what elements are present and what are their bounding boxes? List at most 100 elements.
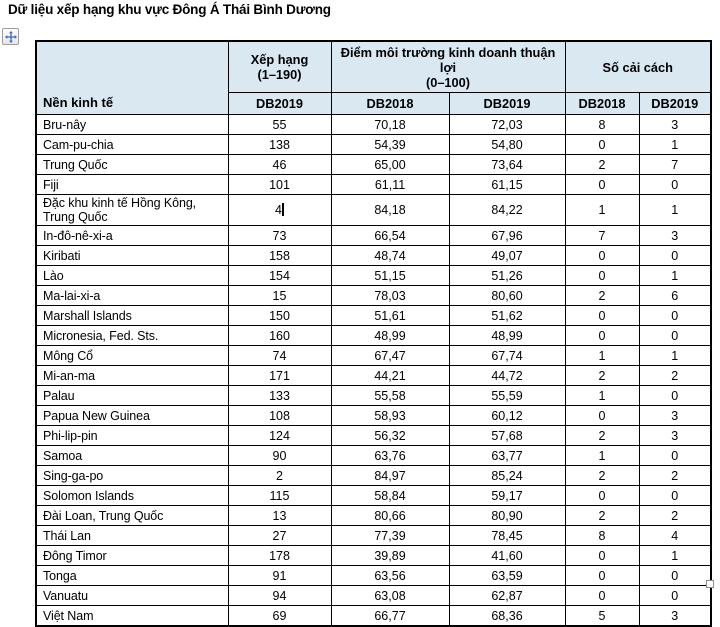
economy-cell[interactable]: Ma-lai-xi-a — [35, 285, 229, 306]
score-2019-cell[interactable]: 62,87 — [448, 585, 566, 606]
score-2018-cell[interactable]: 48,99 — [330, 325, 450, 346]
rank-cell[interactable]: 13 — [227, 505, 332, 526]
table-resize-handle[interactable] — [706, 580, 714, 588]
economy-cell[interactable]: Mông Cổ — [35, 345, 229, 366]
economy-cell[interactable]: Đông Timor — [35, 545, 229, 566]
header-reforms[interactable]: Số cải cách — [564, 40, 712, 93]
score-2019-cell[interactable]: 51,62 — [448, 305, 566, 326]
score-2019-cell[interactable]: 67,74 — [448, 345, 566, 366]
score-2018-cell[interactable]: 63,76 — [330, 445, 450, 466]
economy-cell[interactable]: Thái Lan — [35, 525, 229, 546]
score-2019-cell[interactable]: 80,90 — [448, 505, 566, 526]
score-2019-cell[interactable]: 84,22 — [448, 194, 566, 226]
score-2019-cell[interactable]: 63,77 — [448, 445, 566, 466]
economy-cell[interactable]: Việt Nam — [35, 605, 229, 627]
reforms-2019-cell[interactable]: 3 — [638, 425, 712, 446]
reforms-2019-cell[interactable]: 0 — [638, 385, 712, 406]
rank-cell[interactable]: 154 — [227, 265, 332, 286]
reforms-2019-cell[interactable]: 3 — [638, 605, 712, 627]
economy-cell[interactable]: Kiribati — [35, 245, 229, 266]
economy-cell[interactable]: Papua New Guinea — [35, 405, 229, 426]
score-2018-cell[interactable]: 63,08 — [330, 585, 450, 606]
reforms-2018-cell[interactable]: 8 — [564, 114, 640, 135]
score-2018-cell[interactable]: 63,56 — [330, 565, 450, 586]
reforms-2018-cell[interactable]: 0 — [564, 305, 640, 326]
reforms-2019-cell[interactable]: 2 — [638, 505, 712, 526]
reforms-2019-cell[interactable]: 0 — [638, 245, 712, 266]
score-2018-cell[interactable]: 54,39 — [330, 134, 450, 155]
rank-cell[interactable]: 4 — [227, 194, 332, 226]
score-2018-cell[interactable]: 78,03 — [330, 285, 450, 306]
score-2018-cell[interactable]: 65,00 — [330, 154, 450, 175]
score-2018-cell[interactable]: 66,54 — [330, 225, 450, 246]
rank-cell[interactable]: 150 — [227, 305, 332, 326]
score-2019-cell[interactable]: 80,60 — [448, 285, 566, 306]
rank-cell[interactable]: 55 — [227, 114, 332, 135]
reforms-2019-cell[interactable]: 0 — [638, 565, 712, 586]
rank-cell[interactable]: 158 — [227, 245, 332, 266]
score-2019-cell[interactable]: 49,07 — [448, 245, 566, 266]
rank-cell[interactable]: 124 — [227, 425, 332, 446]
score-2018-cell[interactable]: 44,21 — [330, 365, 450, 386]
subheader-reforms-db2019[interactable]: DB2019 — [638, 92, 712, 115]
reforms-2019-cell[interactable]: 0 — [638, 585, 712, 606]
score-2018-cell[interactable]: 84,18 — [330, 194, 450, 226]
subheader-score-db2019[interactable]: DB2019 — [448, 92, 566, 115]
score-2018-cell[interactable]: 56,32 — [330, 425, 450, 446]
score-2018-cell[interactable]: 67,47 — [330, 345, 450, 366]
rank-cell[interactable]: 46 — [227, 154, 332, 175]
reforms-2018-cell[interactable]: 0 — [564, 545, 640, 566]
economy-cell[interactable]: Đài Loan, Trung Quốc — [35, 505, 229, 526]
reforms-2019-cell[interactable]: 3 — [638, 114, 712, 135]
score-2019-cell[interactable]: 57,68 — [448, 425, 566, 446]
score-2019-cell[interactable]: 72,03 — [448, 114, 566, 135]
economy-cell[interactable]: Mi-an-ma — [35, 365, 229, 386]
score-2019-cell[interactable]: 55,59 — [448, 385, 566, 406]
reforms-2018-cell[interactable]: 7 — [564, 225, 640, 246]
score-2018-cell[interactable]: 58,93 — [330, 405, 450, 426]
rank-cell[interactable]: 138 — [227, 134, 332, 155]
reforms-2018-cell[interactable]: 1 — [564, 194, 640, 226]
reforms-2019-cell[interactable]: 4 — [638, 525, 712, 546]
score-2019-cell[interactable]: 67,96 — [448, 225, 566, 246]
score-2019-cell[interactable]: 61,15 — [448, 174, 566, 195]
reforms-2019-cell[interactable]: 1 — [638, 134, 712, 155]
score-2018-cell[interactable]: 58,84 — [330, 485, 450, 506]
economy-cell[interactable]: Marshall Islands — [35, 305, 229, 326]
reforms-2019-cell[interactable]: 0 — [638, 174, 712, 195]
score-2019-cell[interactable]: 51,26 — [448, 265, 566, 286]
reforms-2019-cell[interactable]: 3 — [638, 225, 712, 246]
rank-cell[interactable]: 90 — [227, 445, 332, 466]
rank-cell[interactable]: 178 — [227, 545, 332, 566]
rank-cell[interactable]: 108 — [227, 405, 332, 426]
reforms-2019-cell[interactable]: 2 — [638, 365, 712, 386]
reforms-2018-cell[interactable]: 1 — [564, 345, 640, 366]
score-2018-cell[interactable]: 77,39 — [330, 525, 450, 546]
reforms-2018-cell[interactable]: 1 — [564, 445, 640, 466]
reforms-2019-cell[interactable]: 0 — [638, 445, 712, 466]
score-2019-cell[interactable]: 68,36 — [448, 605, 566, 627]
rank-cell[interactable]: 27 — [227, 525, 332, 546]
reforms-2019-cell[interactable]: 0 — [638, 305, 712, 326]
reforms-2019-cell[interactable]: 0 — [638, 325, 712, 346]
score-2019-cell[interactable]: 48,99 — [448, 325, 566, 346]
rank-cell[interactable]: 115 — [227, 485, 332, 506]
page-title[interactable]: Dữ liệu xếp hạng khu vực Đông Á Thái Bìn… — [8, 2, 331, 17]
reforms-2018-cell[interactable]: 2 — [564, 285, 640, 306]
subheader-rank-db2019[interactable]: DB2019 — [227, 92, 332, 115]
reforms-2018-cell[interactable]: 0 — [564, 134, 640, 155]
economy-cell[interactable]: Samoa — [35, 445, 229, 466]
score-2018-cell[interactable]: 61,11 — [330, 174, 450, 195]
rank-cell[interactable]: 2 — [227, 465, 332, 486]
reforms-2018-cell[interactable]: 0 — [564, 325, 640, 346]
rank-cell[interactable]: 91 — [227, 565, 332, 586]
header-score[interactable]: Điểm môi trường kinh doanh thuận lợi (0–… — [330, 40, 566, 93]
rank-cell[interactable]: 160 — [227, 325, 332, 346]
reforms-2019-cell[interactable]: 7 — [638, 154, 712, 175]
economy-cell[interactable]: Micronesia, Fed. Sts. — [35, 325, 229, 346]
table-move-handle[interactable] — [2, 28, 19, 45]
economy-cell[interactable]: Palau — [35, 385, 229, 406]
economy-cell[interactable]: Sing-ga-po — [35, 465, 229, 486]
score-2018-cell[interactable]: 84,97 — [330, 465, 450, 486]
score-2018-cell[interactable]: 51,15 — [330, 265, 450, 286]
